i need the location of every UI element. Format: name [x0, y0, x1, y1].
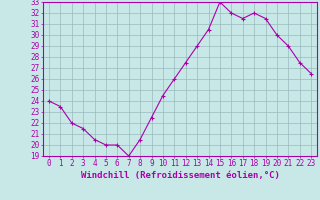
- X-axis label: Windchill (Refroidissement éolien,°C): Windchill (Refroidissement éolien,°C): [81, 171, 279, 180]
